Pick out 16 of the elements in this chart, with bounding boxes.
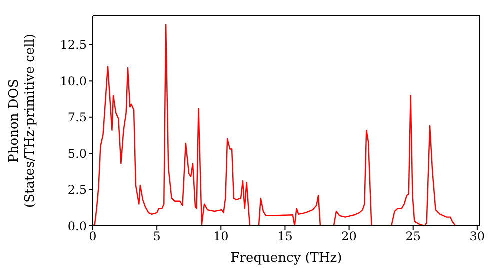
y-tick-label: 0.0 xyxy=(68,219,87,234)
x-tick-label: 30 xyxy=(470,230,486,244)
y-axis-title: Phonon DOS (States/THz·primitive cell) xyxy=(7,34,38,208)
y-tick-label: 12.5 xyxy=(60,38,87,52)
y-tick-label: 10.0 xyxy=(60,74,87,88)
line-series xyxy=(93,24,456,226)
x-tick-label: 15 xyxy=(278,230,293,244)
y-tick-label: 7.5 xyxy=(68,110,87,125)
x-tick-label: 5 xyxy=(153,230,161,244)
x-tick-label: 0 xyxy=(89,230,97,244)
x-tick-label: 20 xyxy=(342,230,357,244)
x-tick-label: 25 xyxy=(406,230,422,244)
x-tick-label: 10 xyxy=(214,230,229,244)
x-axis-title: Frequency (THz) xyxy=(230,251,342,266)
y-tick-label: 2.5 xyxy=(68,183,87,198)
y-tick-label: 5.0 xyxy=(68,146,87,161)
